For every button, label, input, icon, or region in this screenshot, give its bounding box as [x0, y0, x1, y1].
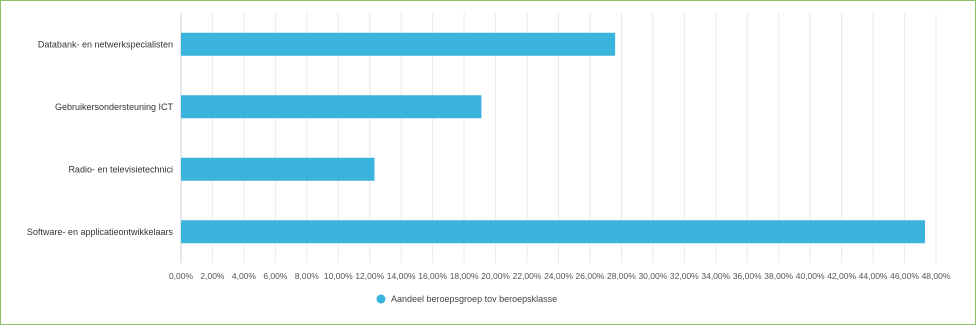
x-tick-label: 10,00%: [324, 271, 353, 281]
x-tick-label: 12,00%: [355, 271, 384, 281]
x-tick-label: 22,00%: [513, 271, 542, 281]
x-axis-tick-labels: 0,00% 2,00% 4,00% 6,00% 8,00% 10,00% 12,00% 14,…: [169, 271, 951, 281]
category-label: Software- en applicatieontwikkelaars: [27, 227, 174, 237]
x-tick-label: 42,00%: [827, 271, 856, 281]
bars: [181, 32, 925, 244]
x-tick-label: 6,00%: [263, 271, 288, 281]
x-tick-label: 26,00%: [576, 271, 605, 281]
x-tick-label: 0,00%: [169, 271, 194, 281]
x-tick-label: 4,00%: [232, 271, 257, 281]
bar[interactable]: [181, 157, 375, 181]
bar[interactable]: [181, 95, 482, 119]
x-tick-label: 48,00%: [922, 271, 951, 281]
bar[interactable]: [181, 220, 925, 244]
category-label: Databank- en netwerkspecialisten: [38, 39, 173, 49]
x-tick-label: 30,00%: [638, 271, 667, 281]
x-tick-label: 14,00%: [387, 271, 416, 281]
legend-label[interactable]: Aandeel beroepsgroep tov beroepsklasse: [391, 294, 557, 304]
legend[interactable]: Aandeel beroepsgroep tov beroepsklasse: [376, 294, 558, 304]
x-tick-label: 34,00%: [701, 271, 730, 281]
x-tick-label: 2,00%: [200, 271, 225, 281]
category-label: Radio- en televisietechnici: [68, 164, 173, 174]
x-tick-label: 40,00%: [796, 271, 825, 281]
x-tick-label: 28,00%: [607, 271, 636, 281]
x-tick-label: 32,00%: [670, 271, 699, 281]
x-tick-label: 18,00%: [450, 271, 479, 281]
x-tick-label: 8,00%: [295, 271, 320, 281]
x-tick-label: 16,00%: [418, 271, 447, 281]
x-tick-label: 36,00%: [733, 271, 762, 281]
x-tick-label: 46,00%: [890, 271, 919, 281]
category-label: Gebruikersondersteuning ICT: [55, 102, 174, 112]
bar[interactable]: [181, 32, 616, 56]
x-tick-label: 38,00%: [764, 271, 793, 281]
x-tick-label: 24,00%: [544, 271, 573, 281]
x-tick-label: 20,00%: [481, 271, 510, 281]
x-tick-label: 44,00%: [859, 271, 888, 281]
legend-swatch-icon[interactable]: [376, 294, 386, 304]
category-labels: Databank- en netwerkspecialisten Gebruike…: [27, 39, 174, 237]
